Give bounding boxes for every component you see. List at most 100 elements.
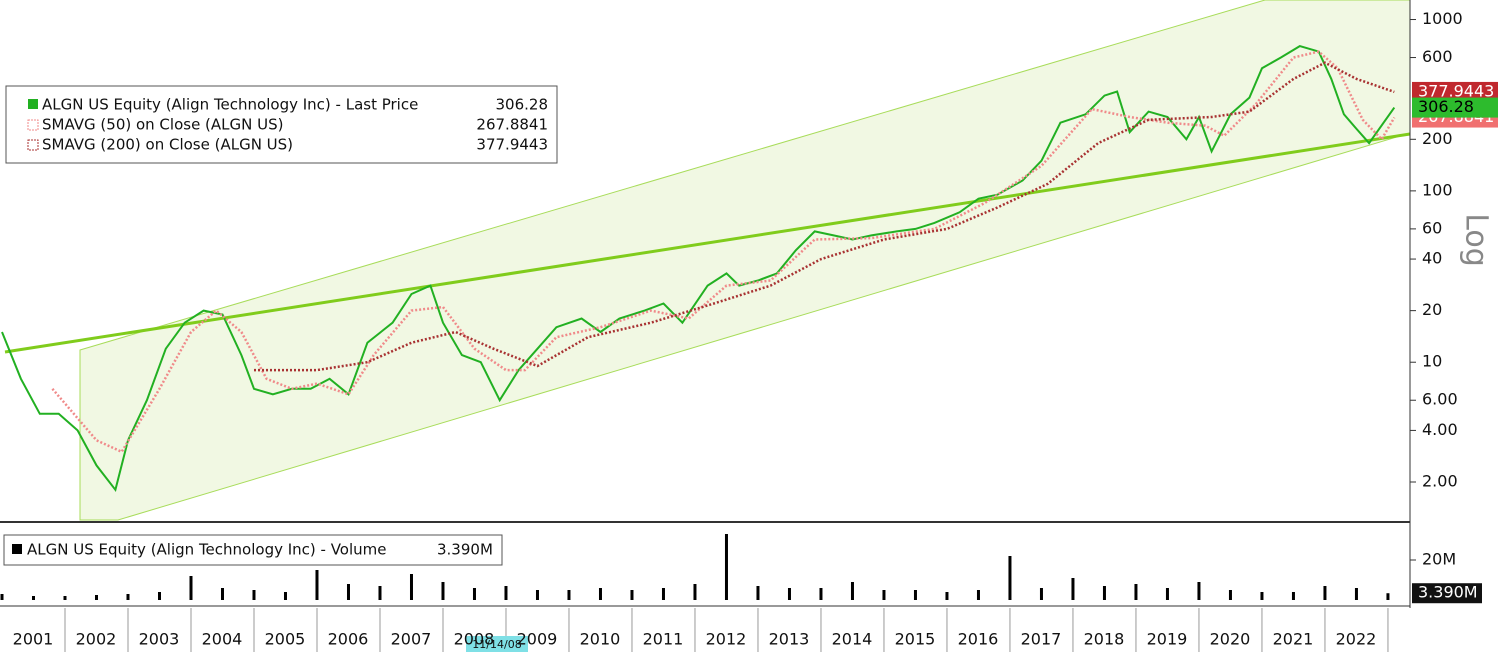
x-tick-label: 2020 <box>1210 630 1251 649</box>
volume-bar <box>1291 592 1295 600</box>
x-tick-label: 2004 <box>202 630 243 649</box>
x-tick-label: 2019 <box>1147 630 1188 649</box>
legend-box <box>5 85 558 164</box>
x-tick-label: 2002 <box>76 630 117 649</box>
volume-bar <box>1071 578 1075 600</box>
volume-bar <box>850 582 854 600</box>
y-tick-label: 40 <box>1422 249 1442 268</box>
x-tick-label: 2017 <box>1021 630 1062 649</box>
y-tick-label: 2.00 <box>1422 471 1458 490</box>
y-tick-label: 20M <box>1422 550 1456 569</box>
last-value-flag <box>1412 97 1498 118</box>
volume-bar <box>567 590 571 600</box>
last-value-label: 377.9443 <box>1418 81 1494 100</box>
moving-average <box>51 50 1396 454</box>
last-value-label: 3.390M <box>1418 583 1478 602</box>
y-tick-label: 4.00 <box>1422 420 1458 439</box>
volume-bar <box>1354 588 1358 600</box>
volume-bar <box>1134 584 1138 600</box>
volume-bar <box>1165 588 1169 600</box>
x-tick-label: 2006 <box>328 630 369 649</box>
volume-bar <box>283 592 287 600</box>
x-tick-label: 2005 <box>265 630 306 649</box>
y-tick-label: 600 <box>1422 47 1453 66</box>
volume-bar <box>189 576 193 600</box>
volume-bar <box>220 588 224 600</box>
volume-bar <box>63 596 67 600</box>
y-tick-label: 60 <box>1422 218 1442 237</box>
volume-bar <box>315 570 319 600</box>
volume-bar <box>1008 556 1012 600</box>
date-flag <box>466 636 528 652</box>
legend-swatch <box>28 99 38 109</box>
y-tick-label: 100 <box>1422 180 1453 199</box>
legend-value: 377.9443 <box>476 136 548 154</box>
x-tick-label: 2021 <box>1273 630 1314 649</box>
volume-bar <box>252 590 256 600</box>
x-tick-label: 2013 <box>769 630 810 649</box>
volume-bar <box>346 584 350 600</box>
date-annotation: 11/14/08 <box>472 638 521 651</box>
legend-swatch <box>27 139 39 151</box>
volume-bar <box>94 595 98 600</box>
scale-label: Log <box>1459 213 1494 267</box>
volume-bar <box>819 588 823 600</box>
channel <box>79 0 1411 521</box>
volume-bar <box>1386 593 1390 600</box>
volume-bar <box>1260 592 1264 600</box>
volume-bar <box>472 588 476 600</box>
volume-bar <box>1323 586 1327 600</box>
x-tick-label: 2018 <box>1084 630 1125 649</box>
x-tick-label: 2001 <box>13 630 54 649</box>
x-tick-label: 2014 <box>832 630 873 649</box>
volume-bar <box>0 594 4 600</box>
last-value-flag <box>1412 81 1498 102</box>
volume-bar <box>756 586 760 600</box>
legend-value: 306.28 <box>496 96 549 114</box>
volume-bar <box>630 590 634 600</box>
x-tick-label: 2008 <box>454 630 495 649</box>
volume-bar <box>1228 590 1232 600</box>
volume-bar <box>1039 588 1043 600</box>
volume-bar <box>1197 582 1201 600</box>
legend-box <box>3 534 503 566</box>
y-tick-label: 1000 <box>1422 9 1463 28</box>
volume-bar <box>535 590 539 600</box>
volume-bar <box>31 596 35 600</box>
volume-bar <box>945 592 949 600</box>
legend-swatch <box>12 544 22 554</box>
volume-bar <box>661 588 665 600</box>
volume-bar <box>409 574 413 600</box>
legend-value: 267.8841 <box>476 116 548 134</box>
x-tick-label: 2022 <box>1336 630 1377 649</box>
volume-bar <box>441 582 445 600</box>
x-tick-label: 2011 <box>643 630 684 649</box>
legend-label: ALGN US Equity (Align Technology Inc) - … <box>42 96 418 114</box>
y-tick-label: 200 <box>1422 129 1453 148</box>
x-tick-label: 2012 <box>706 630 747 649</box>
x-tick-label: 2010 <box>580 630 621 649</box>
volume-bar <box>504 586 508 600</box>
legend-label: SMAVG (50) on Close (ALGN US) <box>42 116 284 134</box>
volume-bar <box>976 590 980 600</box>
volume-bar <box>913 590 917 600</box>
y-tick-label: 10 <box>1422 352 1442 371</box>
x-tick-label: 2009 <box>517 630 558 649</box>
volume-bar <box>787 588 791 600</box>
volume-bar <box>724 534 728 600</box>
volume-bar <box>1102 586 1106 600</box>
x-tick-label: 2003 <box>139 630 180 649</box>
y-tick-label: 6.00 <box>1422 390 1458 409</box>
volume-bar <box>157 592 161 600</box>
legend-swatch <box>27 119 39 131</box>
x-tick-label: 2015 <box>895 630 936 649</box>
volume-bar <box>126 594 130 600</box>
trendline <box>4 132 1411 354</box>
moving-average <box>254 61 1395 372</box>
volume-bar <box>693 584 697 600</box>
price-line <box>1 45 1396 493</box>
volume-bar <box>598 588 602 600</box>
legend-label: SMAVG (200) on Close (ALGN US) <box>42 136 293 154</box>
last-value-flag <box>1412 583 1482 604</box>
